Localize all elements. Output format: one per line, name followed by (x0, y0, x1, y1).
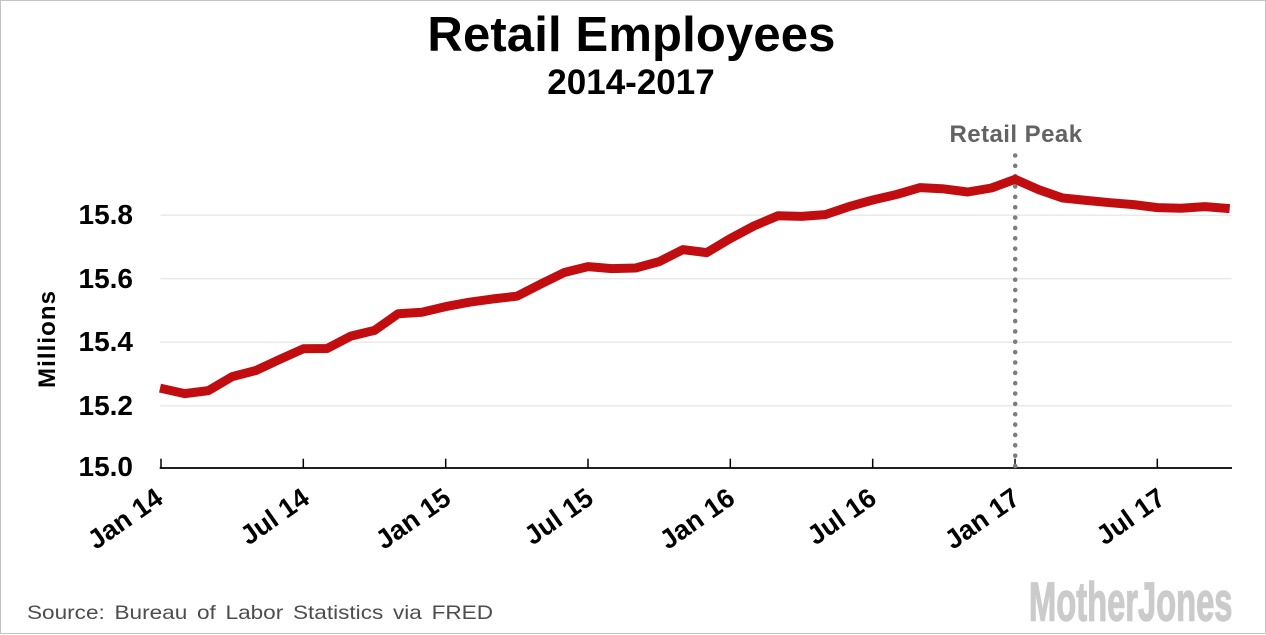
svg-text:MotherJones: MotherJones (1029, 571, 1233, 633)
